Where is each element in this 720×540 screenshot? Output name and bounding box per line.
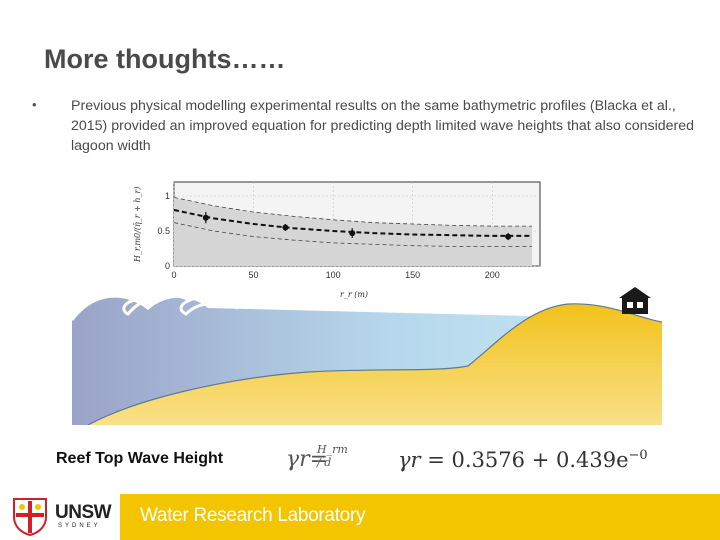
slide-title: More thoughts……: [44, 44, 286, 74]
x-tick-label: 0: [171, 270, 176, 280]
equation-small-fraction: H_rm / d: [317, 443, 348, 469]
reef-profile-illustration: [70, 287, 662, 425]
wave-height-chart: 0 50 100 150 200 00.51 H_r,m0/(η̄_r + h_r) r…: [133, 181, 541, 299]
equation-main-exponent: −0: [628, 448, 648, 463]
y-axis-label: H_r,m0/(η̄_r + h_r): [133, 187, 142, 263]
data-point: [349, 230, 356, 237]
x-axis-label: r_r (m): [340, 290, 368, 299]
y-tick-label: 1: [165, 191, 170, 201]
x-tick-label: 100: [326, 270, 341, 280]
equation-gamma-main: γr = 0.3576 + 0.439e−0: [398, 448, 648, 472]
house-icon: [619, 287, 651, 314]
data-point: [202, 214, 209, 221]
x-tick-label: 50: [249, 270, 259, 280]
seabed-line: [87, 303, 662, 425]
bullet-marker: •: [32, 97, 37, 112]
data-points: [202, 212, 512, 241]
x-tick-label: 150: [405, 270, 420, 280]
bullet-text: Previous physical modelling experimental…: [71, 98, 695, 154]
y-tick-label: 0: [165, 261, 170, 271]
x-tick-labels: 0 50 100 150 200: [171, 270, 499, 280]
y-tick-labels: 00.51: [157, 191, 170, 271]
caption-reef-top-wave-height: Reef Top Wave Height: [56, 450, 224, 467]
equation-main-lhs: γr: [398, 448, 421, 472]
equation-small-lhs: γr=: [286, 447, 329, 472]
y-tick-label: 0.5: [157, 226, 170, 236]
x-tick-label: 200: [485, 270, 500, 280]
equation-main-rhs: = 0.3576 + 0.439e: [420, 448, 629, 472]
footer-band: [120, 494, 720, 540]
wave-crests: [70, 293, 239, 321]
data-point: [282, 224, 289, 231]
reef-sand: [88, 303, 662, 425]
unsw-logo-subtext: SYDNEY: [58, 523, 101, 529]
unsw-crest-icon: [13, 498, 47, 537]
footer-bar: UNSW SYDNEY Water Research Laboratory: [0, 494, 720, 540]
lab-name: Water Research Laboratory: [140, 505, 366, 526]
unsw-logo-text: UNSW: [55, 502, 112, 523]
equation-gamma-fraction: γr= H_rm / d: [286, 443, 348, 472]
data-point: [505, 233, 512, 240]
